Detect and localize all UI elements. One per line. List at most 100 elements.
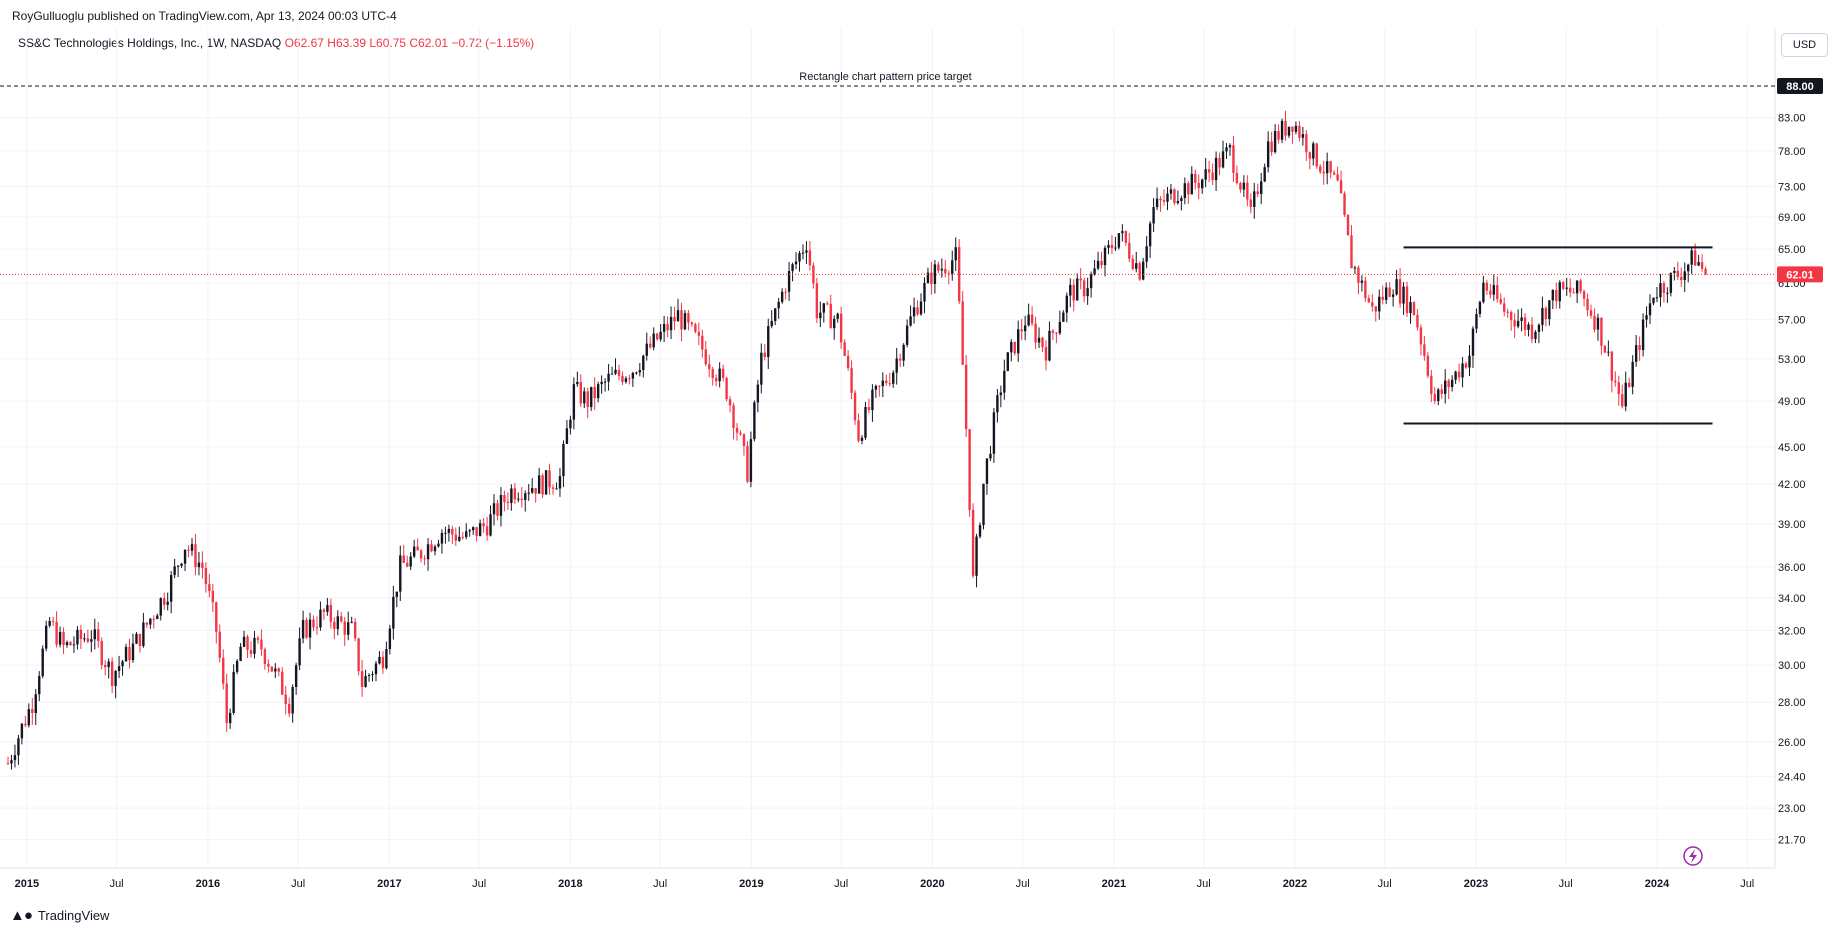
candle-body: [919, 301, 923, 315]
candle: [159, 597, 162, 621]
candle-body: [1548, 300, 1551, 320]
candle: [1013, 341, 1016, 356]
candle: [1371, 293, 1374, 312]
candle: [975, 533, 978, 588]
candle: [1391, 289, 1395, 307]
candle: [347, 611, 350, 641]
candle-body: [239, 646, 242, 661]
currency-button[interactable]: USD: [1781, 33, 1828, 57]
candle: [826, 301, 829, 306]
candle: [1409, 296, 1412, 324]
candle: [1148, 221, 1152, 258]
candle: [194, 533, 197, 576]
candle-body: [1353, 267, 1357, 269]
candle: [1225, 143, 1228, 159]
candle-body: [1003, 370, 1006, 393]
candle-body: [1450, 379, 1454, 388]
candle-body: [603, 381, 607, 383]
candle-body: [1593, 315, 1596, 330]
candle-body: [1319, 166, 1322, 172]
candle-body: [826, 303, 829, 305]
candle-body: [1162, 200, 1166, 202]
candle-body: [794, 261, 798, 265]
candle: [690, 321, 694, 327]
candle: [728, 396, 732, 413]
candle-body: [270, 666, 274, 672]
chart-grid: [0, 28, 1775, 868]
candle: [687, 309, 690, 331]
candle-body: [367, 675, 371, 677]
candle-body: [905, 325, 909, 345]
candle-body: [728, 399, 732, 406]
candle-body: [79, 629, 83, 639]
x-tick-label: Jul: [291, 878, 305, 890]
candle-body: [1360, 280, 1364, 283]
candle-body: [853, 392, 857, 421]
candle-body: [6, 763, 10, 765]
candle-body: [989, 453, 992, 459]
candle: [843, 339, 846, 357]
candle-body: [128, 646, 131, 661]
y-tick-label: 73.00: [1778, 182, 1806, 194]
x-tick-label: 2023: [1464, 878, 1488, 890]
candle-body: [163, 598, 166, 605]
candle: [1506, 308, 1509, 318]
candle-body: [121, 661, 124, 667]
candle: [1312, 141, 1315, 166]
candle-body: [1645, 315, 1648, 320]
candle-body: [1294, 125, 1298, 132]
candle-body: [642, 355, 645, 371]
candle-body: [1287, 126, 1291, 136]
candle-body: [1107, 244, 1110, 248]
candle-body: [291, 687, 294, 714]
candle-body: [576, 381, 579, 385]
candle: [621, 371, 624, 385]
candle: [628, 374, 631, 385]
candle-body: [447, 528, 451, 533]
candle: [1704, 266, 1707, 276]
symbol-info-bar: SS&C Technologies Holdings, Inc., 1W, NA…: [18, 36, 534, 50]
candle-body: [145, 622, 149, 625]
candle-body: [1072, 284, 1075, 301]
candle: [1239, 181, 1242, 193]
candle-body: [551, 487, 555, 489]
candle: [1166, 187, 1169, 211]
candle-body: [1520, 317, 1523, 321]
candle-body: [742, 434, 746, 446]
candle: [1520, 308, 1523, 332]
candle-body: [628, 378, 631, 380]
candle-body: [1600, 317, 1603, 346]
candle: [1023, 315, 1027, 341]
candle-body: [149, 618, 152, 625]
candle-body: [1315, 143, 1318, 167]
candle: [839, 306, 843, 349]
candle: [1659, 273, 1662, 307]
candle-body: [180, 563, 183, 566]
candle-body: [1277, 131, 1280, 140]
candle: [506, 492, 510, 510]
candle-body: [808, 250, 812, 266]
candle: [919, 293, 923, 316]
tradingview-logo[interactable]: ▲● TradingView: [10, 907, 109, 924]
x-tick-label: 2020: [920, 878, 944, 890]
candle-body: [1131, 258, 1134, 269]
candle-body: [690, 322, 694, 325]
candle-body: [1430, 375, 1433, 395]
candle-body: [340, 616, 343, 622]
candle: [534, 487, 537, 503]
candle: [378, 651, 381, 665]
candle-body: [1447, 380, 1450, 388]
candle: [603, 378, 607, 392]
candle-body: [524, 493, 527, 500]
candle-body: [926, 272, 930, 283]
candle-body: [235, 660, 239, 672]
candle-body: [517, 498, 520, 500]
candle: [1055, 332, 1058, 344]
candle-body: [1485, 282, 1489, 291]
candle: [694, 322, 697, 334]
candle-body: [614, 369, 617, 374]
y-tick-label: 28.00: [1778, 697, 1806, 709]
candle-body: [1357, 267, 1360, 283]
candle: [895, 347, 898, 385]
